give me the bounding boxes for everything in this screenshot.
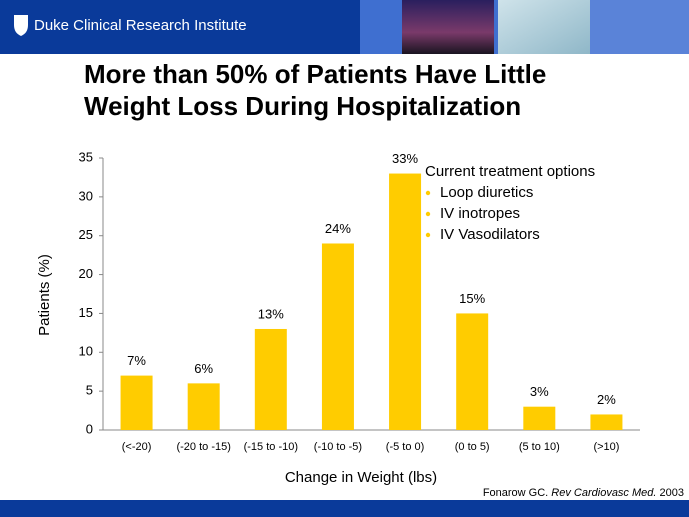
y-axis-label: Patients (%) <box>36 254 53 336</box>
data-label: 3% <box>530 384 549 399</box>
x-tick-label: (-10 to -5) <box>314 441 362 453</box>
footer-band <box>0 500 689 517</box>
x-tick-label: (-20 to -15) <box>176 441 230 453</box>
bar <box>254 328 287 430</box>
y-tick-label: 25 <box>79 227 93 242</box>
y-tick-label: 10 <box>79 344 93 359</box>
citation-journal: Rev Cardiovasc Med. <box>551 487 656 499</box>
y-tick-label: 0 <box>86 421 93 436</box>
bullet <box>425 211 431 217</box>
annotation-item: IV Vasodilators <box>440 226 540 243</box>
bullet <box>425 232 431 238</box>
x-tick-label: (5 to 10) <box>519 441 560 453</box>
annotation-item: Loop diuretics <box>440 184 533 201</box>
title-line: Weight Loss During Hospitalization <box>84 91 521 121</box>
bar <box>321 243 354 430</box>
header-panel-right <box>590 0 689 54</box>
data-label: 2% <box>597 392 616 407</box>
data-label: 6% <box>194 361 213 376</box>
annotation-item: IV inotropes <box>440 205 520 222</box>
annotation-heading: Current treatment options <box>425 163 595 180</box>
bar <box>456 313 489 430</box>
bar <box>389 173 422 431</box>
header-photo-building <box>402 0 494 54</box>
y-tick-label: 15 <box>79 305 93 320</box>
y-tick-label: 5 <box>86 383 93 398</box>
x-axis-label: Change in Weight (lbs) <box>285 469 437 486</box>
x-tick-label: (-5 to 0) <box>386 441 425 453</box>
x-tick-label: (<-20) <box>122 441 152 453</box>
title-line: More than 50% of Patients Have Little <box>84 59 546 89</box>
y-tick-label: 35 <box>79 149 93 164</box>
brand: Duke Clinical Research Institute <box>34 17 247 34</box>
x-tick-label: (>10) <box>593 441 619 453</box>
data-label: 13% <box>258 306 284 321</box>
bullet <box>425 190 431 196</box>
bar <box>590 414 623 430</box>
bar <box>187 383 220 430</box>
x-tick-label: (0 to 5) <box>455 441 490 453</box>
bar <box>523 406 556 430</box>
data-label: 7% <box>127 353 146 368</box>
data-label: 15% <box>459 291 485 306</box>
header-photo-glasses <box>498 0 590 54</box>
data-label: 24% <box>325 221 351 236</box>
y-tick-label: 30 <box>79 188 93 203</box>
bar <box>120 375 153 430</box>
citation-year: 2003 <box>660 487 684 499</box>
y-tick-label: 20 <box>79 266 93 281</box>
citation-author: Fonarow GC. <box>483 487 548 499</box>
data-label: 33% <box>392 151 418 166</box>
logo-shield <box>14 15 28 36</box>
citation: Fonarow GC. Rev Cardiovasc Med. 2003 <box>483 487 684 499</box>
x-tick-label: (-15 to -10) <box>244 441 298 453</box>
